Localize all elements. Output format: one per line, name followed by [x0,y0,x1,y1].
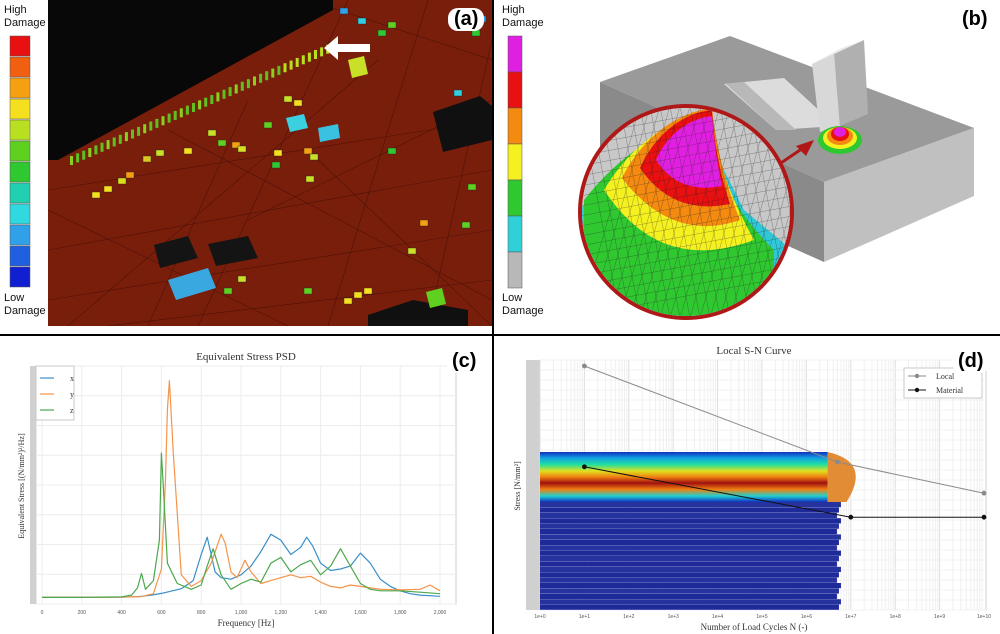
x-tick-label: 1e+4 [712,614,723,620]
x-tick-label: 1e+10 [977,614,991,620]
divider-vertical [492,0,494,634]
scale-swatch [9,182,31,204]
sn-chart: 1e+0 1e+1 1e+2 1e+3 1e+4 1e+5 1e+6 1e+7 1e+8 1e+9… [513,345,991,632]
scale-swatch [9,98,31,120]
arrow-icon [324,36,370,60]
panel-a-legend-scale [9,35,31,288]
x-tick-label: 1,200 [275,610,288,616]
panel-a-letter: (a) [448,8,485,31]
series-line-z [42,452,441,598]
legend-box [35,365,75,421]
panel-d: 1e+0 1e+1 1e+2 1e+3 1e+4 1e+5 1e+6 1e+7 1e+8 1e+9… [494,336,1000,634]
y-axis-bar [526,360,540,610]
chart-title: Equivalent Stress PSD [196,351,296,363]
panel-b-legend-low: Low Damage [502,292,544,317]
series-point [582,464,587,470]
chart-title: Local S-N Curve [716,345,791,357]
panel-b-legend-scale [507,35,523,289]
scale-swatch [9,56,31,78]
x-tick-label: 1e+9 [934,614,945,620]
series-point [848,514,854,520]
series-line-y [42,380,441,598]
scale-swatch [507,71,523,109]
legend-label: y [70,390,74,399]
scale-swatch [9,161,31,183]
x-tick-label: 1e+6 [801,614,812,620]
panel-a-legend-high: High Damage [4,4,46,29]
stress-histogram [540,452,856,610]
series-point [981,490,987,496]
legend-label: x [70,374,74,383]
scale-swatch [507,179,523,217]
x-tick-label: 400 [117,610,126,616]
x-tick-label: 1,600 [354,610,367,616]
scale-swatch [9,140,31,162]
weld-damage-render [578,36,974,320]
x-axis-label: Frequency [Hz] [218,618,275,628]
divider-horizontal [0,334,1000,336]
legend-label: z [70,406,74,415]
x-tick-label: 200 [78,610,87,616]
x-tick-label: 1e+3 [668,614,679,620]
scale-swatch [9,203,31,225]
x-tick-label: 1e+8 [890,614,901,620]
scale-swatch [9,224,31,246]
ic-chip [48,0,333,160]
pcb-damage-render [48,0,492,326]
legend-box [903,367,983,399]
psd-chart: 0 200 400 600 800 1,000 1,200 1,400 1,600 1,800 2,… [17,351,457,628]
scale-swatch [507,215,523,253]
x-tick-label: 600 [157,610,166,616]
x-tick-label: 1e+0 [534,614,545,620]
y-axis-label: Stress [N/mm²] [513,461,522,511]
series-line-x [42,533,441,598]
legend-label: Local [936,372,955,381]
scale-swatch [507,107,523,145]
panel-c: 0 200 400 600 800 1,000 1,200 1,400 1,600 1,800 2,… [0,336,492,634]
x-tick-label: 1e+7 [845,614,856,620]
x-tick-label: 1,400 [314,610,327,616]
scale-swatch [507,35,523,73]
panel-a: High Damage Low Damage (a) [0,0,492,334]
x-tick-label: 0 [41,610,44,616]
x-tick-label: 1e+1 [579,614,590,620]
panel-a-legend-low: Low Damage [4,292,46,317]
series-point [981,514,987,520]
scale-swatch [9,77,31,99]
legend-label: Material [936,386,964,395]
x-tick-label: 1e+2 [623,614,634,620]
x-tick-label: 800 [197,610,206,616]
legend-marker [914,373,920,379]
series-point [582,363,587,369]
scale-swatch [9,245,31,267]
scale-swatch [507,251,523,289]
scale-swatch [9,35,31,57]
y-axis-bar [30,366,36,604]
x-axis-label: Number of Load Cycles N (-) [701,622,808,632]
x-tick-label: 1,800 [394,610,407,616]
x-tick-label: 1,000 [235,610,248,616]
scale-swatch [507,143,523,181]
panel-d-letter: (d) [952,350,990,373]
legend-marker [914,387,920,393]
panel-b-legend-high: High Damage [502,4,544,29]
panel-b-letter: (b) [956,8,994,31]
x-tick-label: 2,000 [434,610,447,616]
series-point [835,459,840,465]
panel-c-letter: (c) [446,350,483,373]
y-axis-label: Equivalent Stress [(N/mm²)²/Hz] [17,433,26,539]
scale-swatch [9,266,31,288]
scale-swatch [9,119,31,141]
x-tick-label: 1e+5 [756,614,767,620]
panel-b: High Damage Low Damage (b) [494,0,1000,334]
